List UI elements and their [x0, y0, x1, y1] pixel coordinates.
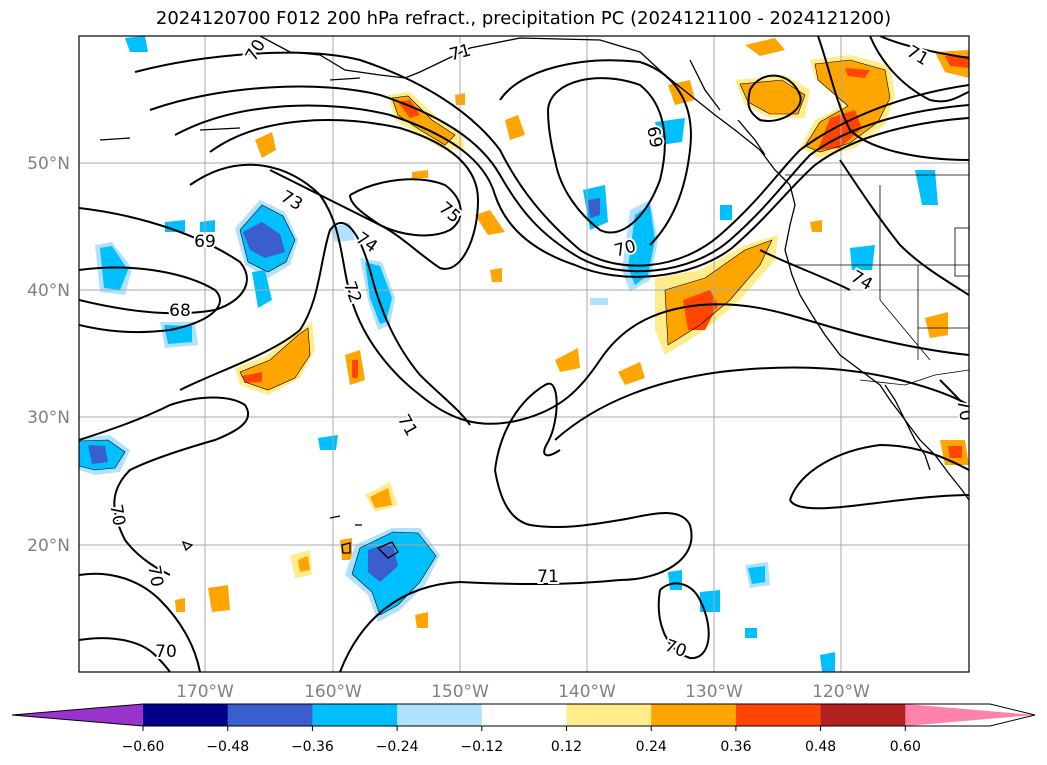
lat-tick-label: 30°N [27, 408, 70, 428]
contour-label: 69 [642, 125, 665, 150]
lon-tick-label: 160°W [304, 682, 362, 702]
colorbar-segment [820, 704, 906, 726]
lon-tick-label: 130°W [685, 682, 743, 702]
colorbar-tick-label: 0.12 [551, 739, 582, 755]
contour-label: 74 [847, 267, 876, 295]
lon-tick-label: 170°W [176, 682, 234, 702]
contour-label: 72 [339, 279, 365, 306]
political-borders [785, 174, 969, 386]
colorbar-tick-label: 0.60 [890, 739, 921, 755]
refractivity-contours [79, 36, 969, 672]
colorbar-segment [651, 704, 737, 726]
colorbar-segment [227, 704, 313, 726]
lat-axis: 50°N 40°N 30°N 20°N [27, 154, 70, 556]
precip-negative-fill [79, 36, 938, 672]
colorbar-extend-high [905, 704, 1035, 726]
contour-label: 71 [393, 411, 421, 440]
colorbar-segment [566, 704, 652, 726]
contour-label: 70 [242, 36, 270, 65]
colorbar-segment [312, 704, 398, 726]
contour-label: 70 [105, 503, 128, 528]
contour-label: 70 [155, 642, 177, 662]
lon-tick-label: 140°W [558, 682, 616, 702]
colorbar-tick-label: −0.24 [376, 739, 419, 755]
lat-tick-label: 40°N [27, 281, 70, 301]
colorbar-segment [735, 704, 822, 726]
contour-label: 70 [143, 564, 166, 589]
contour-label: 69 [194, 232, 216, 252]
colorbar [11, 703, 1036, 727]
contour-label: 74 [352, 228, 381, 257]
lon-axis: 170°W 160°W 150°W 140°W 130°W 120°W [176, 682, 870, 702]
colorbar-segment [397, 704, 483, 726]
contour-label: 70 [662, 636, 689, 662]
colorbar-labels: −0.60 −0.48 −0.36 −0.24 −0.12 0.12 0.24 0.36 0.4… [122, 726, 921, 755]
colorbar-tick-label: 0.48 [805, 739, 836, 755]
graticule [79, 36, 969, 672]
colorbar-tick-label: −0.60 [122, 739, 165, 755]
precip-positive-fill [175, 38, 969, 628]
coastlines [99, 36, 969, 559]
map-title: 2024120700 F012 200 hPa refract., precip… [155, 8, 892, 29]
colorbar-segment [481, 704, 567, 726]
colorbar-tick-label: −0.12 [460, 739, 503, 755]
contour-label: 68 [169, 301, 191, 321]
colorbar-tick-label: −0.48 [206, 739, 249, 755]
colorbar-tick-label: 0.36 [720, 739, 751, 755]
lon-tick-label: 150°W [431, 682, 489, 702]
lat-tick-label: 50°N [27, 154, 70, 174]
contour-label: 71 [447, 41, 473, 66]
contour-label: 70 [952, 398, 975, 423]
colorbar-segment [143, 704, 229, 726]
map-frame [78, 35, 970, 673]
colorbar-extend-low [12, 704, 143, 726]
contour-label: 71 [537, 567, 559, 587]
shading-outlines [79, 59, 891, 616]
lon-tick-label: 120°W [812, 682, 870, 702]
colorbar-tick-label: −0.36 [291, 739, 334, 755]
colorbar-tick-label: 0.24 [636, 739, 667, 755]
lat-tick-label: 20°N [27, 536, 70, 556]
